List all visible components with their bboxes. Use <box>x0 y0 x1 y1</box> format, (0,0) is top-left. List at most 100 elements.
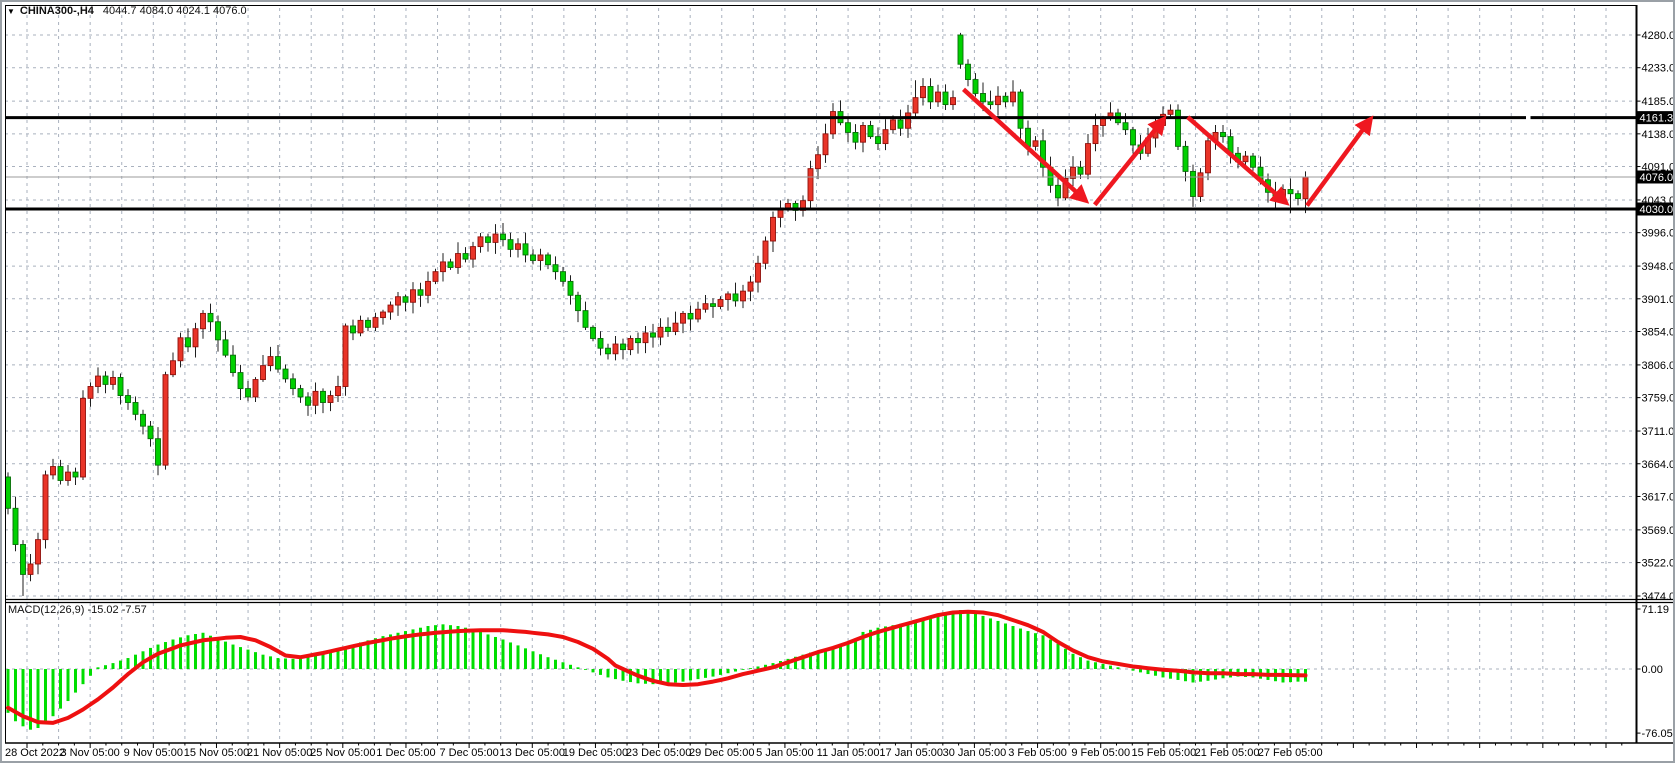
support-level[interactable]: 4030.0 <box>5 202 1675 217</box>
macd-histogram-bar <box>1139 669 1142 673</box>
bear-candle <box>980 93 986 103</box>
bear-candle <box>447 261 454 268</box>
macd-histogram-bar <box>284 658 287 669</box>
macd-histogram-bar <box>111 663 115 669</box>
bull-candle <box>27 563 34 575</box>
bull-candle <box>702 303 709 310</box>
macd-histogram-bar <box>689 669 692 681</box>
macd-histogram-bar <box>29 669 32 730</box>
bull-candle <box>860 125 866 143</box>
bear-candle <box>320 390 326 403</box>
bull-candle <box>695 308 701 320</box>
time-label: 17 Jan 05:00 <box>879 747 943 759</box>
support-level-price-tag <box>1636 202 1673 216</box>
price-tick-label: 3854.0 <box>1642 327 1675 339</box>
time-label: 1 Dec 05:00 <box>376 747 435 759</box>
macd-histogram-bar <box>1049 639 1052 669</box>
bull-candle <box>762 240 769 264</box>
macd-histogram-bar <box>749 668 752 669</box>
macd-histogram-bar <box>404 631 407 669</box>
trend-arrow[interactable] <box>961 87 1090 204</box>
bear-candle <box>522 243 529 256</box>
bull-candle <box>1085 143 1091 175</box>
macd-histogram-bar <box>216 638 220 669</box>
bull-candle <box>492 233 499 243</box>
bear-candle <box>590 326 596 339</box>
trend-arrow[interactable] <box>1305 115 1374 207</box>
time-label: 19 Dec 05:00 <box>563 747 628 759</box>
macd-histogram-bar <box>14 669 17 722</box>
bull-candle <box>1302 176 1309 200</box>
price-axis[interactable]: 4280.0 4233.0 4185.0 4138.0 4091.0 4043.0 3996… <box>1635 5 1675 743</box>
macd-histogram-bar <box>966 610 970 669</box>
bear-candle <box>140 413 146 427</box>
bull-candle <box>110 376 116 385</box>
bull-candle <box>672 322 679 332</box>
macd-histogram-bar <box>854 638 857 669</box>
macd-histogram-bar <box>471 629 475 669</box>
bull-candle <box>995 95 1001 106</box>
bull-candle <box>912 97 919 114</box>
macd-histogram-bar <box>869 629 872 669</box>
macd-histogram-bar <box>756 666 760 669</box>
time-label: 7 Dec 05:00 <box>439 747 498 759</box>
macd-histogram-bar <box>321 652 325 669</box>
bull-candle <box>440 261 446 273</box>
bear-candle <box>215 321 221 341</box>
macd-histogram-bar <box>59 669 62 709</box>
macd-histogram-bar <box>1116 667 1120 669</box>
bear-candle <box>230 354 236 374</box>
macd-histogram-bar <box>1004 623 1007 669</box>
trend-arrows[interactable] <box>961 87 1374 207</box>
macd-histogram-bar <box>944 614 947 669</box>
macd-histogram-bar <box>516 645 520 669</box>
macd-histogram-bar <box>1109 665 1112 669</box>
bear-candle <box>282 368 289 380</box>
trendline-handle[interactable] <box>1526 115 1531 121</box>
macd-histogram-bar <box>621 669 625 681</box>
macd-histogram-bar <box>1056 643 1060 669</box>
bear-candle <box>575 294 581 312</box>
macd-histogram-bar <box>801 654 805 669</box>
macd-histogram-bar <box>419 627 422 669</box>
macd-histogram-bar <box>171 639 175 669</box>
bull-candle <box>432 271 439 282</box>
trend-arrow[interactable] <box>1186 115 1290 206</box>
time-label: 13 Dec 05:00 <box>500 747 565 759</box>
bear-candle <box>852 131 859 143</box>
bull-candle <box>357 319 364 334</box>
bear-candle <box>275 356 281 370</box>
macd-histogram-bar <box>831 647 835 669</box>
bull-candle <box>80 397 86 478</box>
macd-histogram-bar <box>726 669 730 674</box>
macd-histogram-bar <box>479 631 482 669</box>
macd-histogram-bar <box>194 634 197 669</box>
bear-candle <box>1122 122 1129 131</box>
bull-candle <box>1010 91 1016 103</box>
macd-histogram-bar <box>374 638 377 669</box>
bear-candle <box>1220 131 1226 138</box>
bull-candle <box>372 317 379 328</box>
macd-histogram-bar <box>1161 669 1165 678</box>
macd-histogram-bar <box>876 627 880 669</box>
macd-histogram-bar <box>359 642 362 669</box>
bear-candle <box>5 476 11 509</box>
macd-tick-label: -76.05 <box>1642 728 1673 740</box>
bear-candle <box>597 338 604 349</box>
macd-histogram-bar <box>906 622 910 669</box>
bull-candle <box>35 539 41 565</box>
bull-candle <box>335 386 341 396</box>
bull-candle <box>1062 177 1069 199</box>
bear-candle <box>417 289 424 296</box>
macd-histogram-bar <box>411 629 415 669</box>
macd-histogram-bar <box>711 669 715 677</box>
price-tick-label: 4043.0 <box>1642 195 1675 207</box>
bull-candle <box>192 328 199 348</box>
bear-candle <box>530 254 536 261</box>
bull-candle <box>905 112 911 129</box>
trend-arrow[interactable] <box>1092 115 1167 207</box>
macd-histogram-bar <box>659 669 662 684</box>
